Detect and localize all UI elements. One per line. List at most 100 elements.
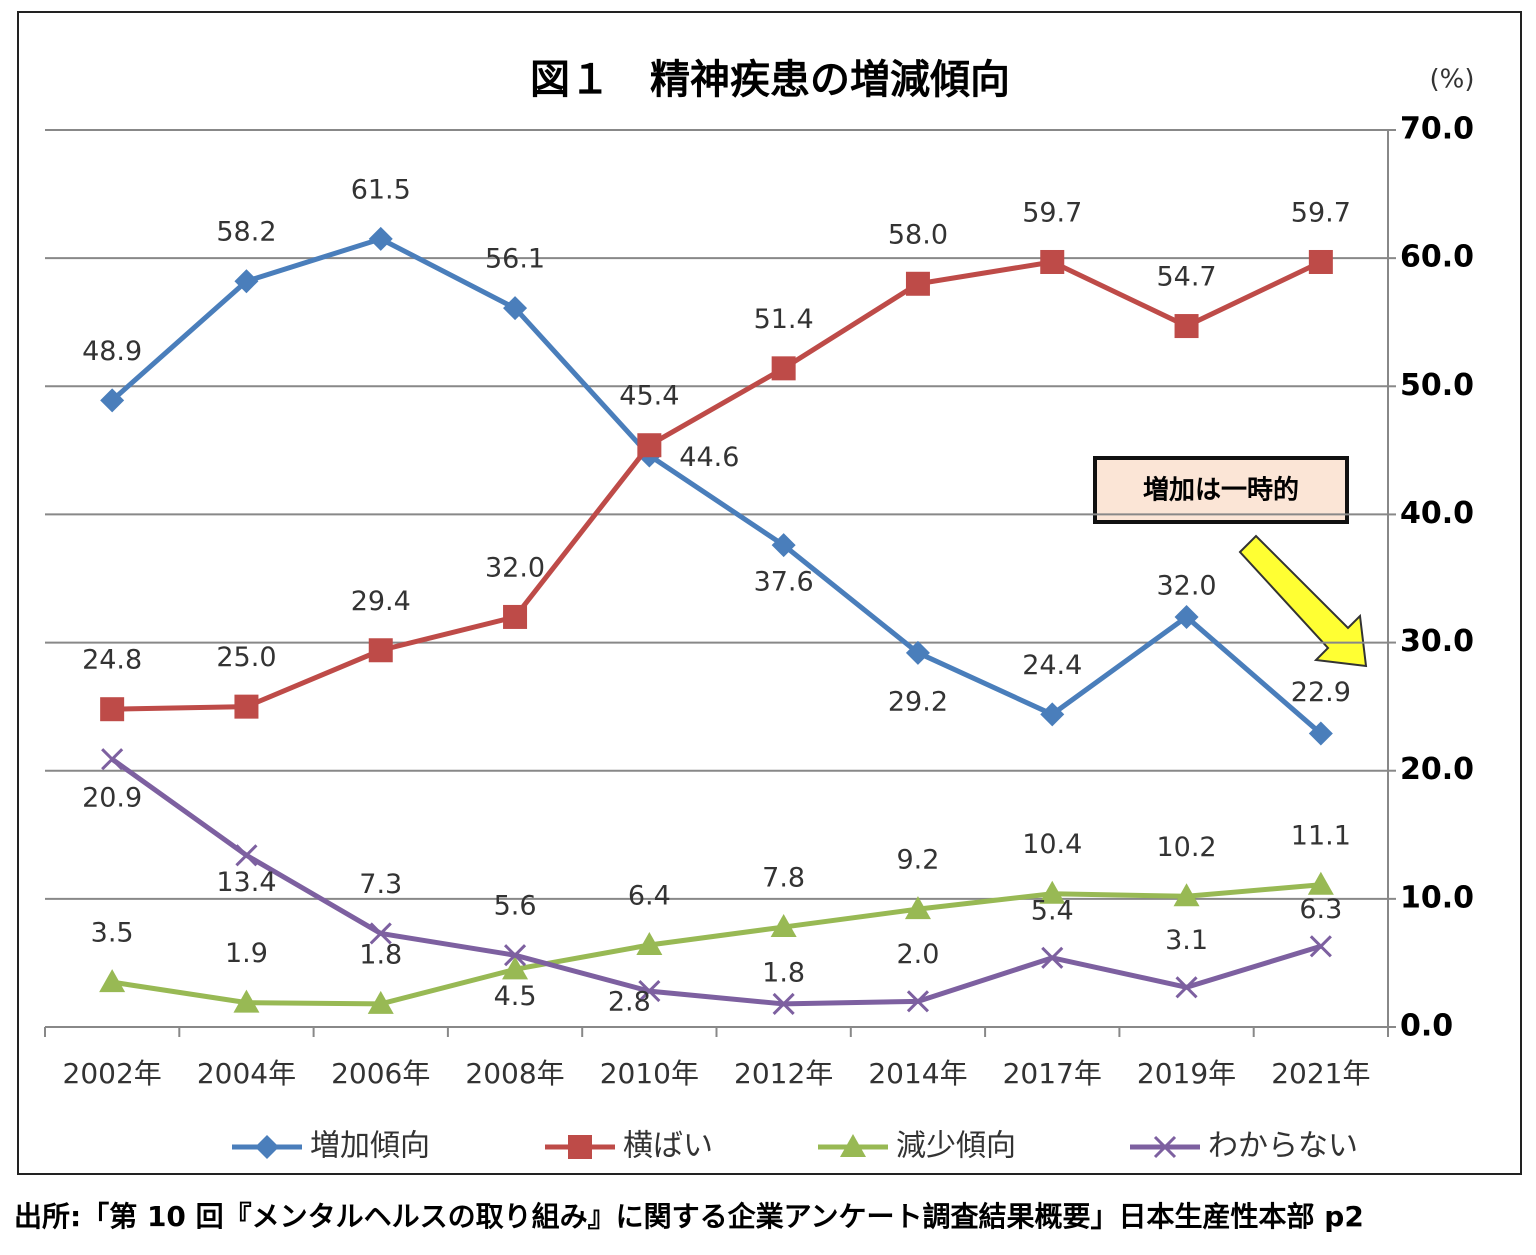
marker: [369, 922, 392, 945]
x-tick-label: 2010年: [600, 1057, 699, 1090]
marker: [1307, 871, 1334, 895]
marker: [638, 980, 661, 1003]
marker: [637, 433, 662, 458]
marker: [770, 914, 797, 938]
marker: [101, 748, 124, 771]
value-label: 3.1: [1165, 925, 1208, 956]
value-label: 6.3: [1299, 894, 1342, 925]
x-tick-label: 2002年: [63, 1057, 162, 1090]
x-tick-label: 2021年: [1271, 1057, 1370, 1090]
value-label: 58.2: [216, 217, 276, 248]
marker: [1174, 604, 1199, 629]
marker: [235, 844, 258, 867]
value-label: 61.5: [351, 174, 411, 205]
marker: [905, 271, 930, 296]
y-tick-label: 60.0: [1400, 240, 1474, 275]
series-line: [110, 757, 1322, 1007]
x-tick-label: 2014年: [868, 1057, 967, 1090]
value-label: 56.1: [485, 244, 545, 275]
annotation-box: [1093, 456, 1349, 524]
marker: [233, 989, 260, 1013]
value-label: 5.4: [1031, 895, 1074, 926]
marker: [772, 992, 795, 1015]
value-label: 32.0: [1156, 570, 1216, 601]
value-label: 22.9: [1291, 677, 1351, 708]
y-tick-label: 20.0: [1400, 752, 1474, 787]
value-label: 59.7: [1291, 197, 1351, 228]
legend-label: わからない: [1208, 1129, 1358, 1164]
legend-label: 横ばい: [623, 1129, 713, 1164]
y-tick-label: 0.0: [1400, 1009, 1453, 1044]
y-tick-label: 10.0: [1400, 880, 1474, 915]
value-label: 51.4: [754, 304, 814, 335]
x-tick-label: 2012年: [734, 1057, 833, 1090]
value-label: 37.6: [754, 567, 814, 598]
marker: [1039, 880, 1066, 904]
marker: [100, 697, 125, 722]
marker: [368, 226, 393, 251]
marker: [1040, 702, 1065, 727]
annotation-arrow: [1238, 534, 1368, 668]
value-label: 7.8: [762, 863, 805, 894]
legend-label: 減少傾向: [896, 1129, 1016, 1164]
value-label: 54.7: [1156, 262, 1216, 293]
chart-title: 図１ 精神疾患の増減傾向: [530, 57, 1010, 103]
value-label: 10.2: [1156, 832, 1216, 863]
value-label: 1.8: [359, 939, 402, 970]
value-label: 7.3: [359, 869, 402, 900]
value-label: 4.5: [494, 981, 537, 1012]
legend-label: 増加傾向: [310, 1129, 430, 1164]
y-tick-label: 40.0: [1400, 496, 1474, 531]
marker: [234, 269, 259, 294]
marker: [568, 1135, 592, 1159]
marker: [771, 533, 796, 558]
marker: [503, 296, 528, 321]
value-label: 44.6: [679, 442, 739, 473]
value-label: 45.4: [619, 381, 679, 412]
marker: [1173, 883, 1200, 907]
value-label: 24.4: [1022, 650, 1082, 681]
value-label: 1.8: [762, 957, 805, 988]
value-label: 24.8: [82, 645, 142, 676]
value-label: 11.1: [1291, 820, 1351, 851]
marker: [503, 944, 527, 967]
value-label: 32.0: [485, 552, 545, 583]
value-label: 2.0: [896, 939, 939, 970]
annotation: 増加は一時的: [1143, 475, 1299, 506]
y-tick-label: 70.0: [1400, 112, 1474, 147]
x-tick-label: 2017年: [1003, 1057, 1102, 1090]
chart-border: [17, 11, 1522, 1175]
x-tick-label: 2006年: [331, 1057, 430, 1090]
marker: [234, 694, 259, 719]
marker: [1153, 1135, 1177, 1159]
marker: [1309, 935, 1332, 958]
marker: [368, 638, 393, 663]
value-label: 10.4: [1022, 829, 1082, 860]
value-label: 3.5: [91, 918, 134, 949]
value-label: 9.2: [896, 845, 939, 876]
y-tick-label: 30.0: [1400, 624, 1474, 659]
marker: [1308, 721, 1333, 746]
value-label: 25.0: [216, 642, 276, 673]
marker: [840, 1134, 866, 1157]
marker: [367, 990, 394, 1014]
marker: [99, 969, 126, 993]
value-label: 59.7: [1022, 197, 1082, 228]
value-label: 29.4: [351, 586, 411, 617]
marker: [100, 388, 125, 413]
marker: [1041, 946, 1064, 969]
marker: [905, 640, 930, 665]
value-label: 1.9: [225, 938, 268, 969]
y-tick-label: 50.0: [1400, 368, 1474, 403]
marker: [771, 356, 796, 381]
value-label: 29.2: [888, 686, 948, 717]
x-tick-label: 2019年: [1137, 1057, 1236, 1090]
value-label: 48.9: [82, 336, 142, 367]
marker: [255, 1135, 279, 1159]
marker: [1040, 249, 1065, 274]
value-label: 58.0: [888, 219, 948, 250]
x-tick-label: 2008年: [465, 1057, 564, 1090]
marker: [636, 931, 663, 955]
